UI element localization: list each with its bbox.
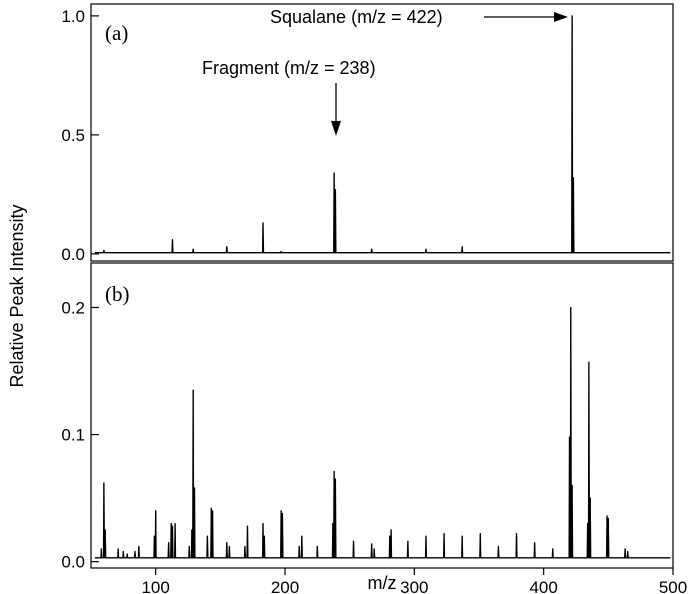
- panel-a: (a) 0.0 0.5 1.0 Squalane (m/z = 422) Fragm…: [61, 3, 674, 264]
- panel-a-y-tick-label: 0.5: [61, 126, 85, 145]
- squalane-arrowhead: [554, 12, 568, 22]
- panel-a-y-tick-label: 0.0: [61, 245, 85, 264]
- x-tick-label: 300: [400, 578, 428, 594]
- fragment-annotation: Fragment (m/z = 238): [202, 58, 376, 136]
- panel-b-y-axis: 0.0 0.1 0.2: [61, 298, 99, 572]
- panel-a-spectrum-line: [94, 15, 671, 254]
- panel-b-y-tick-label: 0.2: [61, 298, 85, 317]
- panel-b-label: (b): [105, 282, 130, 306]
- panel-a-y-tick-label: 1.0: [61, 7, 85, 26]
- x-tick-label: 200: [271, 578, 299, 594]
- panel-b-y-tick-label: 0.0: [61, 553, 85, 572]
- x-tick-label: 500: [659, 578, 687, 594]
- panel-b: (b) 0.0 0.1 0.2 100 200 300 400 500: [61, 262, 687, 594]
- squalane-annotation: Squalane (m/z = 422): [270, 7, 568, 27]
- fragment-arrowhead: [331, 121, 341, 136]
- fragment-annotation-label: Fragment (m/z = 238): [202, 58, 376, 78]
- panel-b-frame: [90, 262, 674, 569]
- panel-a-peaks: [103, 15, 574, 253]
- panel-a-y-axis: 0.0 0.5 1.0: [61, 7, 99, 264]
- x-tick-label: 400: [529, 578, 557, 594]
- squalane-annotation-label: Squalane (m/z = 422): [270, 7, 443, 27]
- y-axis-title: Relative Peak Intensity: [7, 204, 27, 387]
- x-tick-label: 100: [141, 578, 169, 594]
- panel-b-peaks: [100, 307, 629, 558]
- panel-b-y-tick-label: 0.1: [61, 426, 85, 445]
- panel-a-label: (a): [105, 21, 128, 45]
- x-axis: 100 200 300 400 500: [141, 568, 687, 594]
- panel-a-frame: [90, 3, 674, 262]
- x-axis-title: m/z: [368, 573, 397, 593]
- panel-b-spectrum-line: [94, 306, 671, 559]
